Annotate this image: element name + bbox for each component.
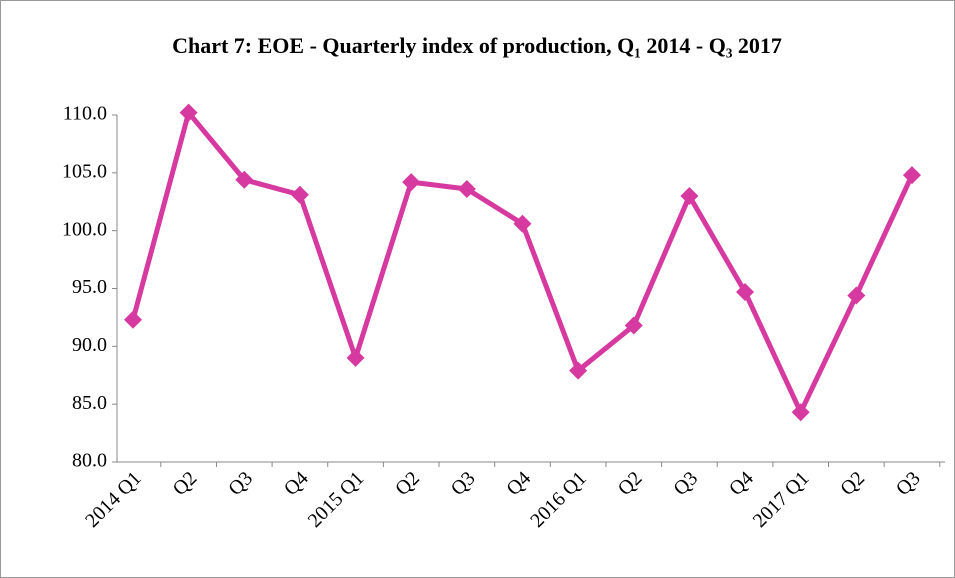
marker xyxy=(235,170,254,189)
y-tick-label: 105.0 xyxy=(62,160,107,182)
marker xyxy=(346,348,365,367)
marker xyxy=(124,310,142,329)
y-tick-label: 80.0 xyxy=(72,450,107,472)
marker xyxy=(736,282,755,301)
y-tick-label: 100.0 xyxy=(62,218,107,240)
y-tick-label: 95.0 xyxy=(72,276,107,298)
marker xyxy=(847,286,866,305)
marker xyxy=(290,185,309,204)
marker xyxy=(513,214,532,233)
y-tick-label: 110.0 xyxy=(63,103,107,125)
y-tick-label: 85.0 xyxy=(72,392,107,414)
marker xyxy=(680,186,699,205)
chart-title: Chart 7: EOE - Quarterly index of produc… xyxy=(172,33,782,58)
marker xyxy=(902,166,921,185)
marker xyxy=(569,361,588,380)
marker xyxy=(179,103,198,122)
marker xyxy=(457,180,476,199)
y-tick-label: 90.0 xyxy=(72,334,107,356)
marker xyxy=(402,173,421,192)
marker xyxy=(624,316,643,335)
marker xyxy=(791,403,810,422)
